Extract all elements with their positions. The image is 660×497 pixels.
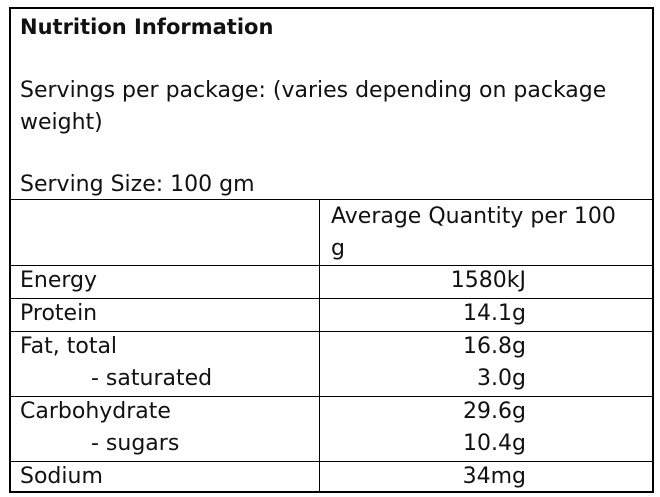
serving-size: Serving Size: 100 gm <box>20 172 255 197</box>
column-header: Average Quantity per 100 g <box>331 204 616 261</box>
row-label: Energy <box>20 268 98 293</box>
sub-label: - sugars <box>91 431 180 456</box>
row-value: 34mg <box>462 464 526 489</box>
row-value: 3.0g <box>477 366 526 391</box>
row-label: Protein <box>20 301 98 326</box>
servings: Servings per package: (varies depending … <box>20 78 607 135</box>
row-value: 10.4g <box>463 431 526 456</box>
title: Nutrition Information <box>20 15 274 39</box>
row-line <box>11 298 652 299</box>
row-value: 29.6g <box>463 399 526 424</box>
row-line <box>11 396 652 397</box>
nutrition-panel: Nutrition Information Servings per packa… <box>9 7 654 493</box>
row-line <box>11 265 652 266</box>
row-label: Fat, total <box>20 334 118 359</box>
row-line <box>11 461 652 462</box>
divider <box>11 199 652 200</box>
row-line <box>11 331 652 332</box>
row-value: 14.1g <box>463 301 526 326</box>
row-label: Carbohydrate <box>20 399 171 424</box>
row-value: 1580kJ <box>450 268 526 293</box>
sub-label: - saturated <box>91 366 213 391</box>
column-divider <box>319 200 320 491</box>
row-label: Sodium <box>20 464 103 489</box>
row-value: 16.8g <box>463 334 526 359</box>
